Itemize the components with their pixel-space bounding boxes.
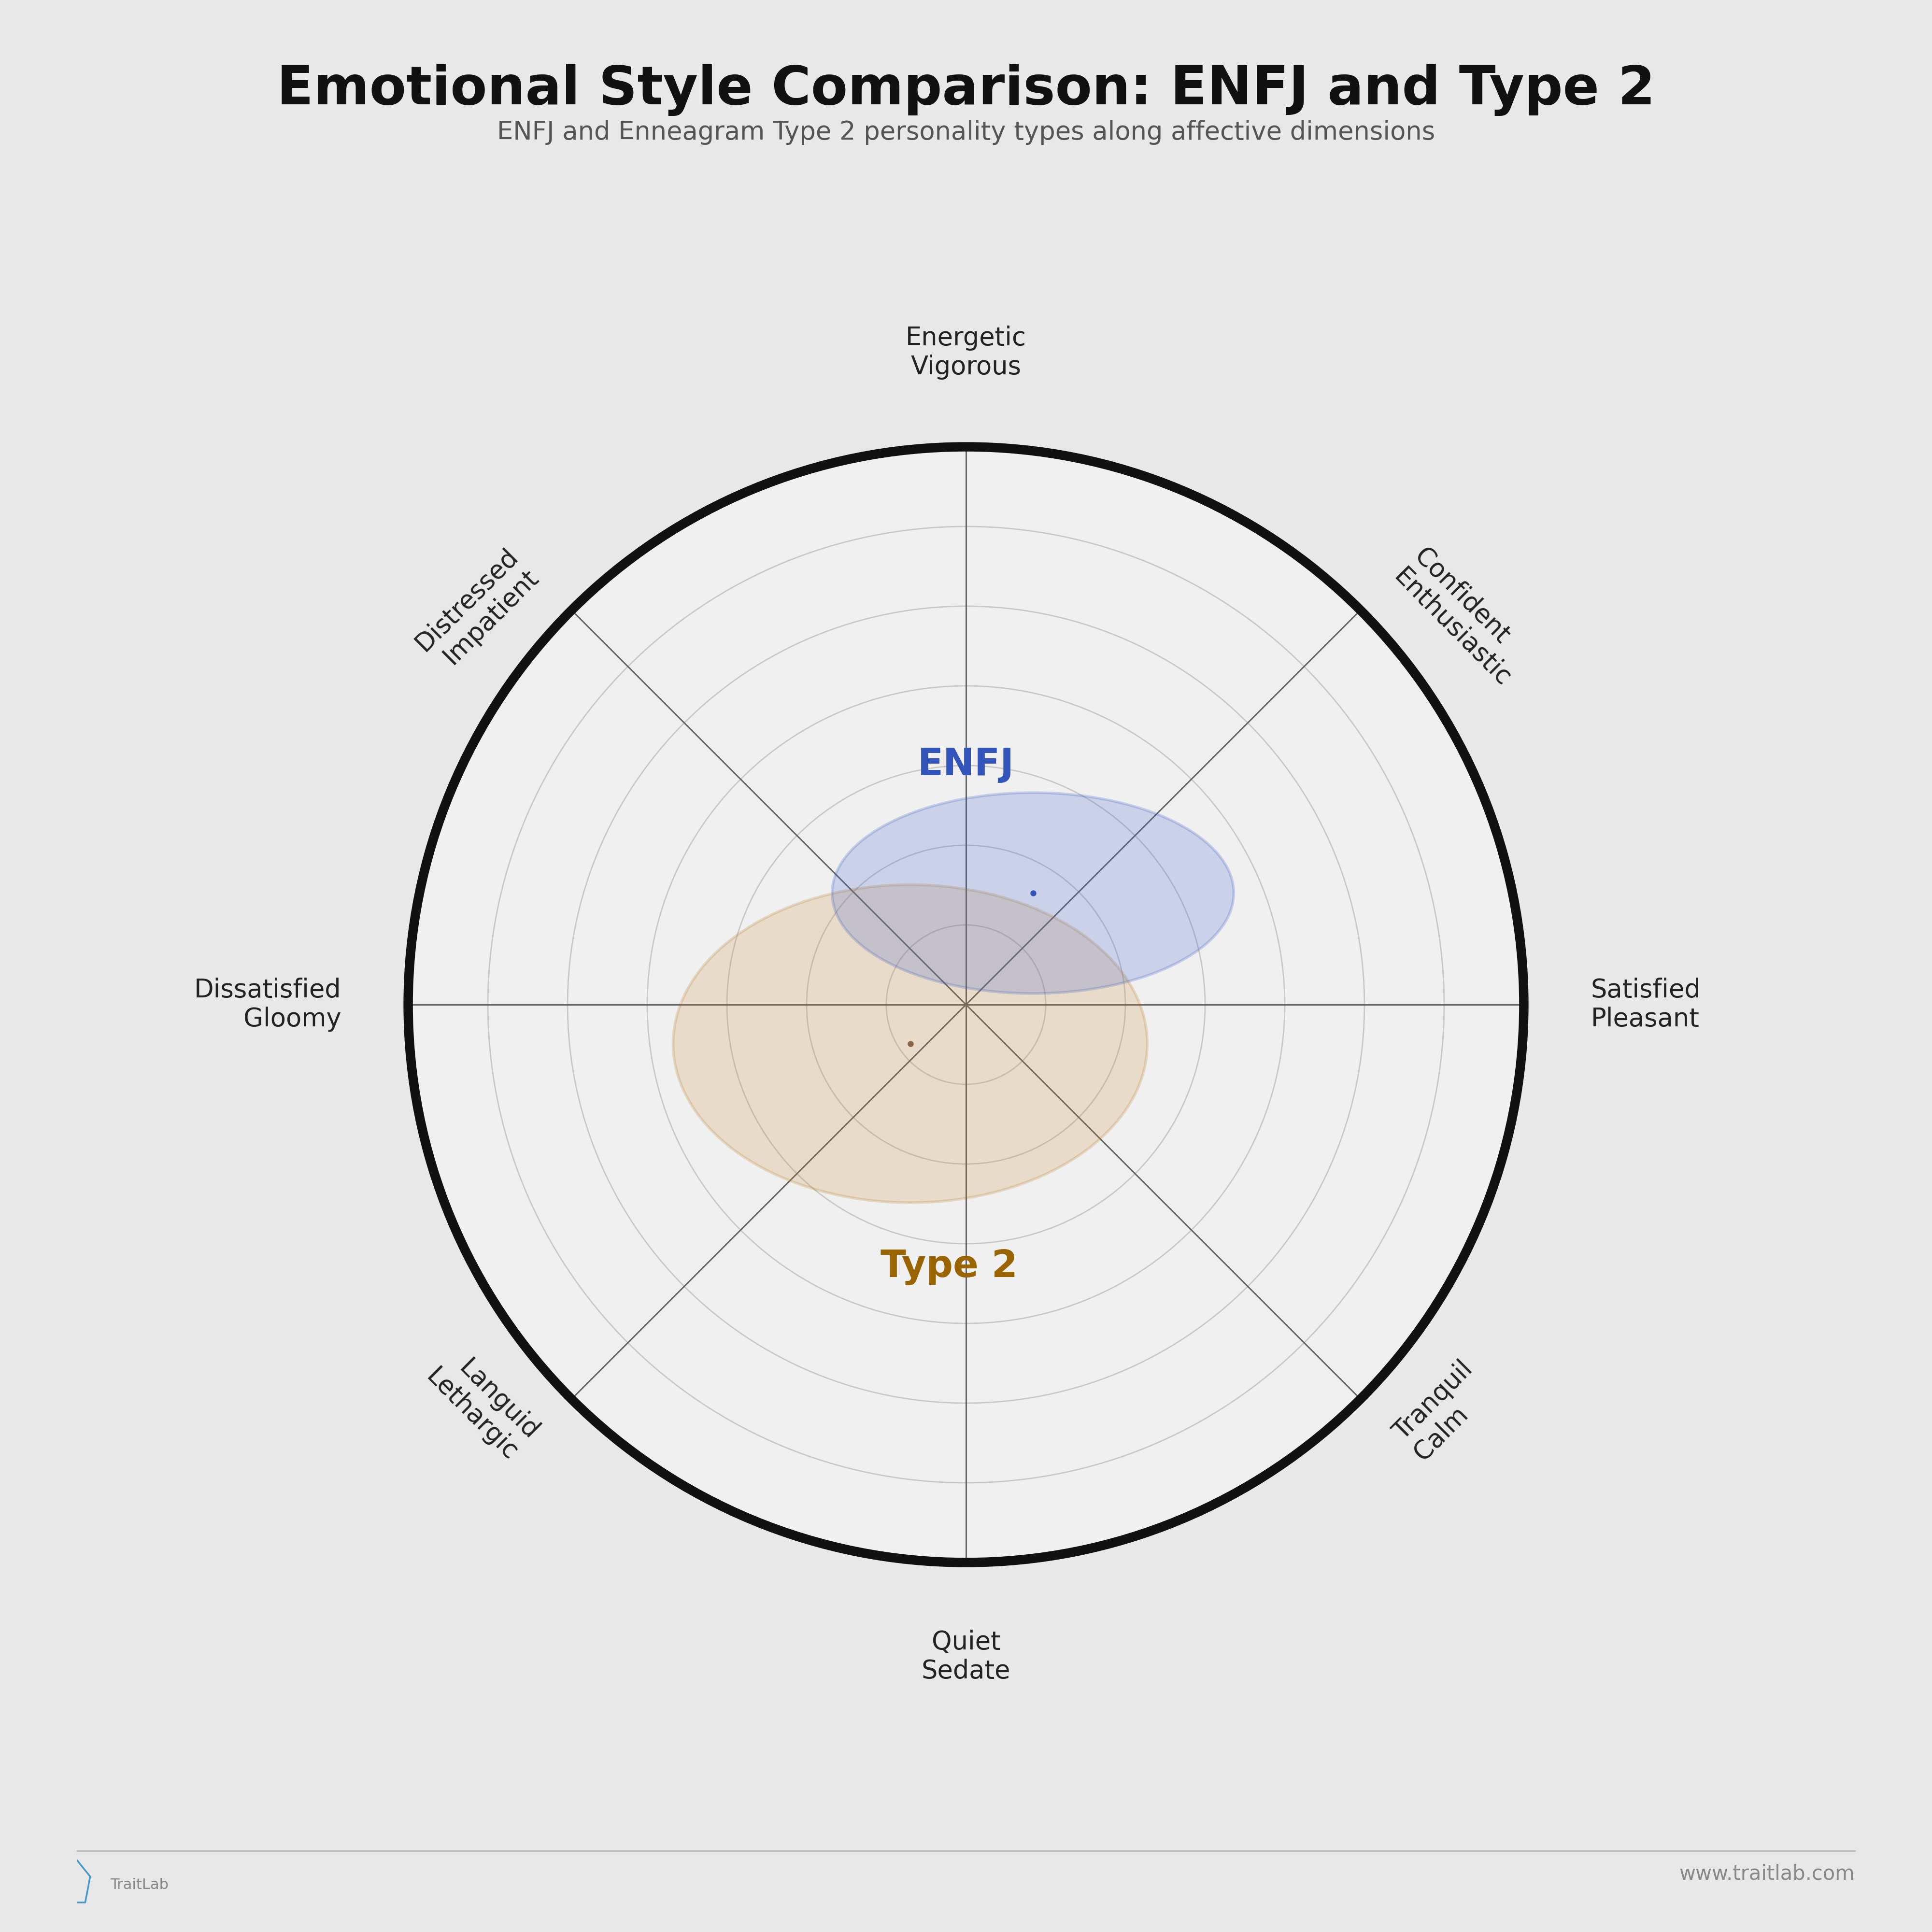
Text: www.traitlab.com: www.traitlab.com	[1679, 1862, 1855, 1884]
Ellipse shape	[833, 792, 1235, 993]
Text: Satisfied
Pleasant: Satisfied Pleasant	[1590, 978, 1700, 1032]
Text: ENFJ and Enneagram Type 2 personality types along affective dimensions: ENFJ and Enneagram Type 2 personality ty…	[497, 120, 1435, 145]
Text: Distressed
Impatient: Distressed Impatient	[410, 543, 543, 676]
Text: Languid
Lethargic: Languid Lethargic	[421, 1343, 543, 1466]
Text: Type 2: Type 2	[881, 1248, 1018, 1285]
Text: TraitLab: TraitLab	[110, 1878, 168, 1891]
Circle shape	[408, 446, 1524, 1563]
Text: Dissatisfied
Gloomy: Dissatisfied Gloomy	[193, 978, 342, 1032]
Text: Energetic
Vigorous: Energetic Vigorous	[906, 327, 1026, 381]
Text: ENFJ: ENFJ	[918, 746, 1014, 782]
Text: Quiet
Sedate: Quiet Sedate	[922, 1629, 1010, 1683]
Point	[1018, 877, 1049, 908]
Text: Confident
Enthusiastic: Confident Enthusiastic	[1389, 543, 1536, 692]
Text: Emotional Style Comparison: ENFJ and Type 2: Emotional Style Comparison: ENFJ and Typ…	[276, 64, 1656, 116]
Point	[895, 1028, 925, 1059]
Text: Tranquil
Calm: Tranquil Calm	[1389, 1356, 1497, 1466]
Ellipse shape	[672, 885, 1148, 1202]
